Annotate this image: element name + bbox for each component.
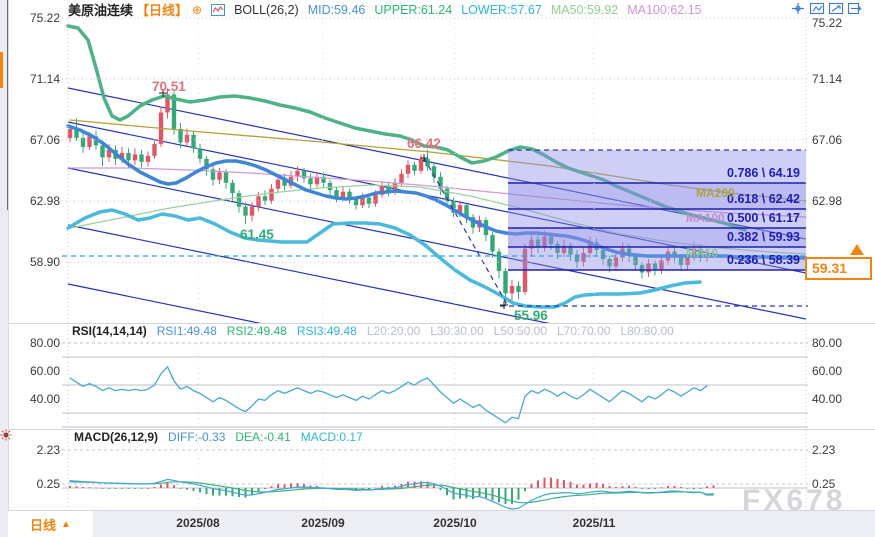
main-axis-label-right: 75.22	[812, 16, 843, 30]
tab-daily-label: 日线	[30, 517, 57, 533]
main-axis-label-right: 71.14	[812, 72, 843, 86]
ma-tag: MA100	[686, 211, 725, 225]
left-sidebar	[0, 0, 12, 537]
candlestick-chart-icon[interactable]	[211, 3, 226, 16]
boll-upper-value: UPPER:61.24	[374, 2, 453, 17]
pivot-price-label: 61.45	[240, 227, 274, 242]
macd-hist-value: MACD:0.17	[300, 430, 363, 444]
fib-level-label: 0.618 \ 62.42	[727, 192, 800, 206]
tab-daily[interactable]: 日线 ▲	[8, 511, 93, 537]
macd-header: MACD(26,12,9) DIFF:-0.33 DEA:-0.41 MACD:…	[74, 430, 363, 444]
add-indicator-icon[interactable]: ⊕	[192, 2, 203, 17]
rsi2-value: RSI2:49.48	[226, 324, 287, 338]
main-axis-label-left: 58.90	[29, 255, 60, 269]
rsi-l80-label: L80:80.00	[620, 324, 674, 338]
ma-tag: MA50	[686, 246, 719, 260]
rsi-header: RSI(14,14,14) RSI1:49.48 RSI2:49.48 RSI3…	[72, 324, 674, 338]
macd-axis-label-left: 0.25	[36, 477, 60, 491]
macd-axis-label-right: 0.25	[812, 477, 836, 491]
tab-up-arrow-icon: ▲	[61, 518, 71, 530]
jump-latest-icon[interactable]	[847, 2, 863, 15]
rsi1-value: RSI1:49.48	[156, 324, 217, 338]
sidebar-scroll-handle[interactable]	[7, 0, 8, 210]
pivot-price-label: 55.96	[514, 308, 548, 323]
ma-tag: MA200	[696, 186, 735, 200]
rsi-axis-label-left: 40.00	[29, 392, 60, 406]
chart-toolbar	[790, 2, 863, 15]
ma50-value: MA50:59.92	[550, 2, 619, 17]
fib-level-label: 0.382 \ 59.93	[727, 230, 800, 244]
pivot-price-label: 66.42	[407, 136, 441, 151]
boll-indicator-label: BOLL(26,2)	[234, 2, 299, 17]
macd-dea-value: DEA:-0.41	[235, 430, 291, 444]
bottom-axis-bar	[8, 510, 875, 537]
fib-level-label: 0.786 \ 64.19	[727, 166, 800, 180]
chart-header: 美原油连续 【日线】 ⊕ BOLL(26,2) MID:59.46 UPPER:…	[68, 1, 702, 19]
date-axis-label: 2025/08	[176, 516, 220, 530]
rsi-indicator-label: RSI(14,14,14)	[72, 324, 147, 338]
macd-diff-value: DIFF:-0.33	[168, 430, 226, 444]
pivot-price-label: 70.51	[152, 79, 186, 94]
connection-status-icon	[0, 429, 12, 441]
main-axis-label-left: 67.06	[29, 133, 60, 147]
rsi-l70-label: L70:70.00	[557, 324, 611, 338]
rsi-axis-label-right: 80.00	[812, 336, 843, 350]
rsi3-value: RSI3:49.48	[296, 324, 357, 338]
rsi-l20-label: L20:20.00	[366, 324, 421, 338]
crosshair-icon[interactable]	[790, 2, 806, 15]
current-price-box: 59.31	[805, 257, 872, 280]
price-up-arrow-icon	[850, 244, 864, 255]
macd-axis-label-right: 2.23	[812, 443, 836, 457]
fib-level-label: 0.236 \ 58.39	[727, 253, 800, 267]
date-axis-label: 2025/09	[301, 516, 345, 530]
macd-axis-label-left: 2.23	[36, 443, 60, 457]
rsi-axis-label-left: 60.00	[29, 364, 60, 378]
macd-indicator-label: MACD(26,12,9)	[74, 430, 159, 444]
main-axis-label-left: 62.98	[29, 194, 60, 208]
main-axis-label-right: 62.98	[812, 194, 843, 208]
rsi-axis-label-right: 40.00	[812, 392, 843, 406]
sidebar-orange-marker	[0, 52, 3, 88]
boll-lower-value: LOWER:57.67	[461, 2, 542, 17]
expand-chart-icon[interactable]	[828, 2, 844, 15]
main-axis-label-left: 71.14	[29, 72, 60, 86]
instrument-name: 美原油连续	[68, 3, 134, 18]
rsi-l50-label: L50:50.00	[493, 324, 548, 338]
fib-level-label: 0.500 \ 61.17	[727, 211, 800, 225]
rsi-axis-label-left: 80.00	[29, 336, 60, 350]
main-axis-label-left: 75.22	[29, 11, 60, 25]
main-axis-label-right: 67.06	[812, 133, 843, 147]
ma100-value: MA100:62.15	[627, 2, 702, 17]
rsi-axis-label-right: 60.00	[812, 364, 843, 378]
date-axis-label: 2025/10	[433, 516, 477, 530]
current-price-value: 59.31	[812, 260, 848, 276]
rsi-l30-label: L30:30.00	[430, 324, 484, 338]
period-label: 【日线】	[136, 3, 189, 18]
compress-chart-icon[interactable]	[809, 2, 825, 15]
date-axis-label: 2025/11	[572, 516, 616, 530]
boll-mid-value: MID:59.46	[307, 2, 366, 17]
